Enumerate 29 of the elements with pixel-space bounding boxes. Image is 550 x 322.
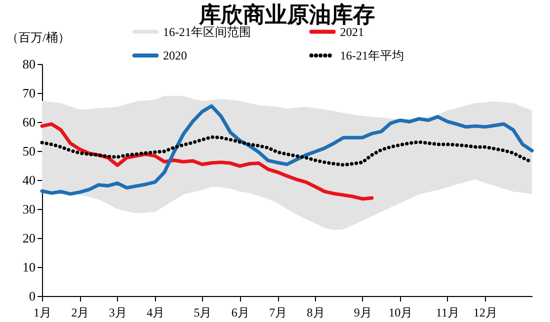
y-tick-label: 60 [22,114,36,130]
x-tick-label: 5月 [194,306,212,320]
y-tick-label: 0 [29,288,36,304]
y-tick-label: 20 [22,230,36,246]
x-tick-label: 2月 [71,306,90,320]
x-tick-label: 3月 [108,306,127,320]
y-axis-title: （百万/桶） [6,30,70,44]
chart-title: 库欣商业原油库存 [198,2,375,27]
y-tick-label: 80 [22,56,36,72]
x-tick-label: 6月 [231,306,250,320]
line-series [40,104,534,196]
y-tick-label: 50 [22,144,36,158]
x-tick-label: 1月 [34,306,52,320]
y-tick-label: 40 [22,172,36,188]
y-tick-label: 10 [22,260,36,274]
x-tick-label: 9月 [354,306,372,320]
legend-label: 2021 [340,24,364,39]
x-tick-label: 7月 [269,306,288,320]
legend-label: 16-21年平均 [340,48,404,62]
x-tick-label: 10月 [388,306,413,320]
x-tick-label: 12月 [473,306,498,320]
legend-label: 2020 [163,48,187,62]
x-tick-label: 11月 [436,306,460,320]
y-tick-label: 70 [22,86,36,100]
line-series [40,122,374,201]
x-tick-label: 4月 [146,306,165,320]
x-tick-label: 8月 [306,306,325,320]
y-tick-label: 30 [22,202,36,216]
legend-label: 16-21年区间范围 [163,24,251,39]
